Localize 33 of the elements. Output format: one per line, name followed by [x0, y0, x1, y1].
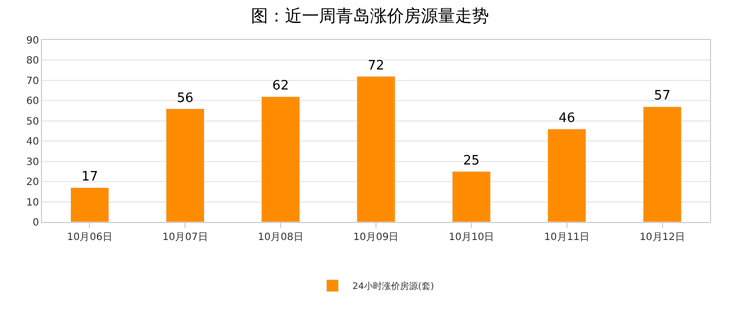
- legend-label: 24小时涨价房源(套): [352, 281, 434, 292]
- x-tick-label: 10月10日: [448, 232, 494, 243]
- data-label: 46: [558, 110, 576, 126]
- y-tick-label: 10: [26, 197, 39, 208]
- x-tick-label: 10月06日: [66, 232, 112, 243]
- y-tick-label: 40: [26, 136, 39, 148]
- y-tick-label: 60: [26, 96, 39, 108]
- y-tick-label: 70: [26, 76, 39, 87]
- bar: [452, 171, 491, 222]
- bar: [261, 96, 300, 222]
- y-tick-label: 90: [26, 36, 39, 46]
- data-label: 17: [81, 170, 98, 185]
- x-tick-label: 10月08日: [258, 232, 304, 243]
- data-label: 62: [272, 78, 289, 94]
- x-tick-label: 10月12日: [640, 232, 686, 243]
- y-tick-label: 80: [26, 56, 39, 67]
- data-label: 72: [368, 58, 384, 74]
- data-label: 57: [654, 88, 671, 104]
- y-tick-label: 50: [26, 116, 39, 128]
- y-tick-label: 0: [32, 218, 39, 228]
- chart-title: 图：近一周青岛涨价房源量走势: [251, 6, 489, 26]
- x-tick-label: 10月07日: [162, 232, 208, 243]
- x-tick-label: 10月11日: [544, 232, 590, 243]
- data-label: 56: [176, 90, 194, 106]
- data-label: 25: [463, 153, 480, 168]
- bar: [70, 187, 110, 222]
- x-tick-label: 10月09日: [353, 232, 399, 243]
- bar: [356, 76, 396, 222]
- y-tick-label: 30: [26, 156, 39, 168]
- y-tick-label: 20: [26, 177, 39, 188]
- bar: [642, 106, 682, 222]
- bar: [548, 128, 586, 222]
- bar: [166, 108, 204, 222]
